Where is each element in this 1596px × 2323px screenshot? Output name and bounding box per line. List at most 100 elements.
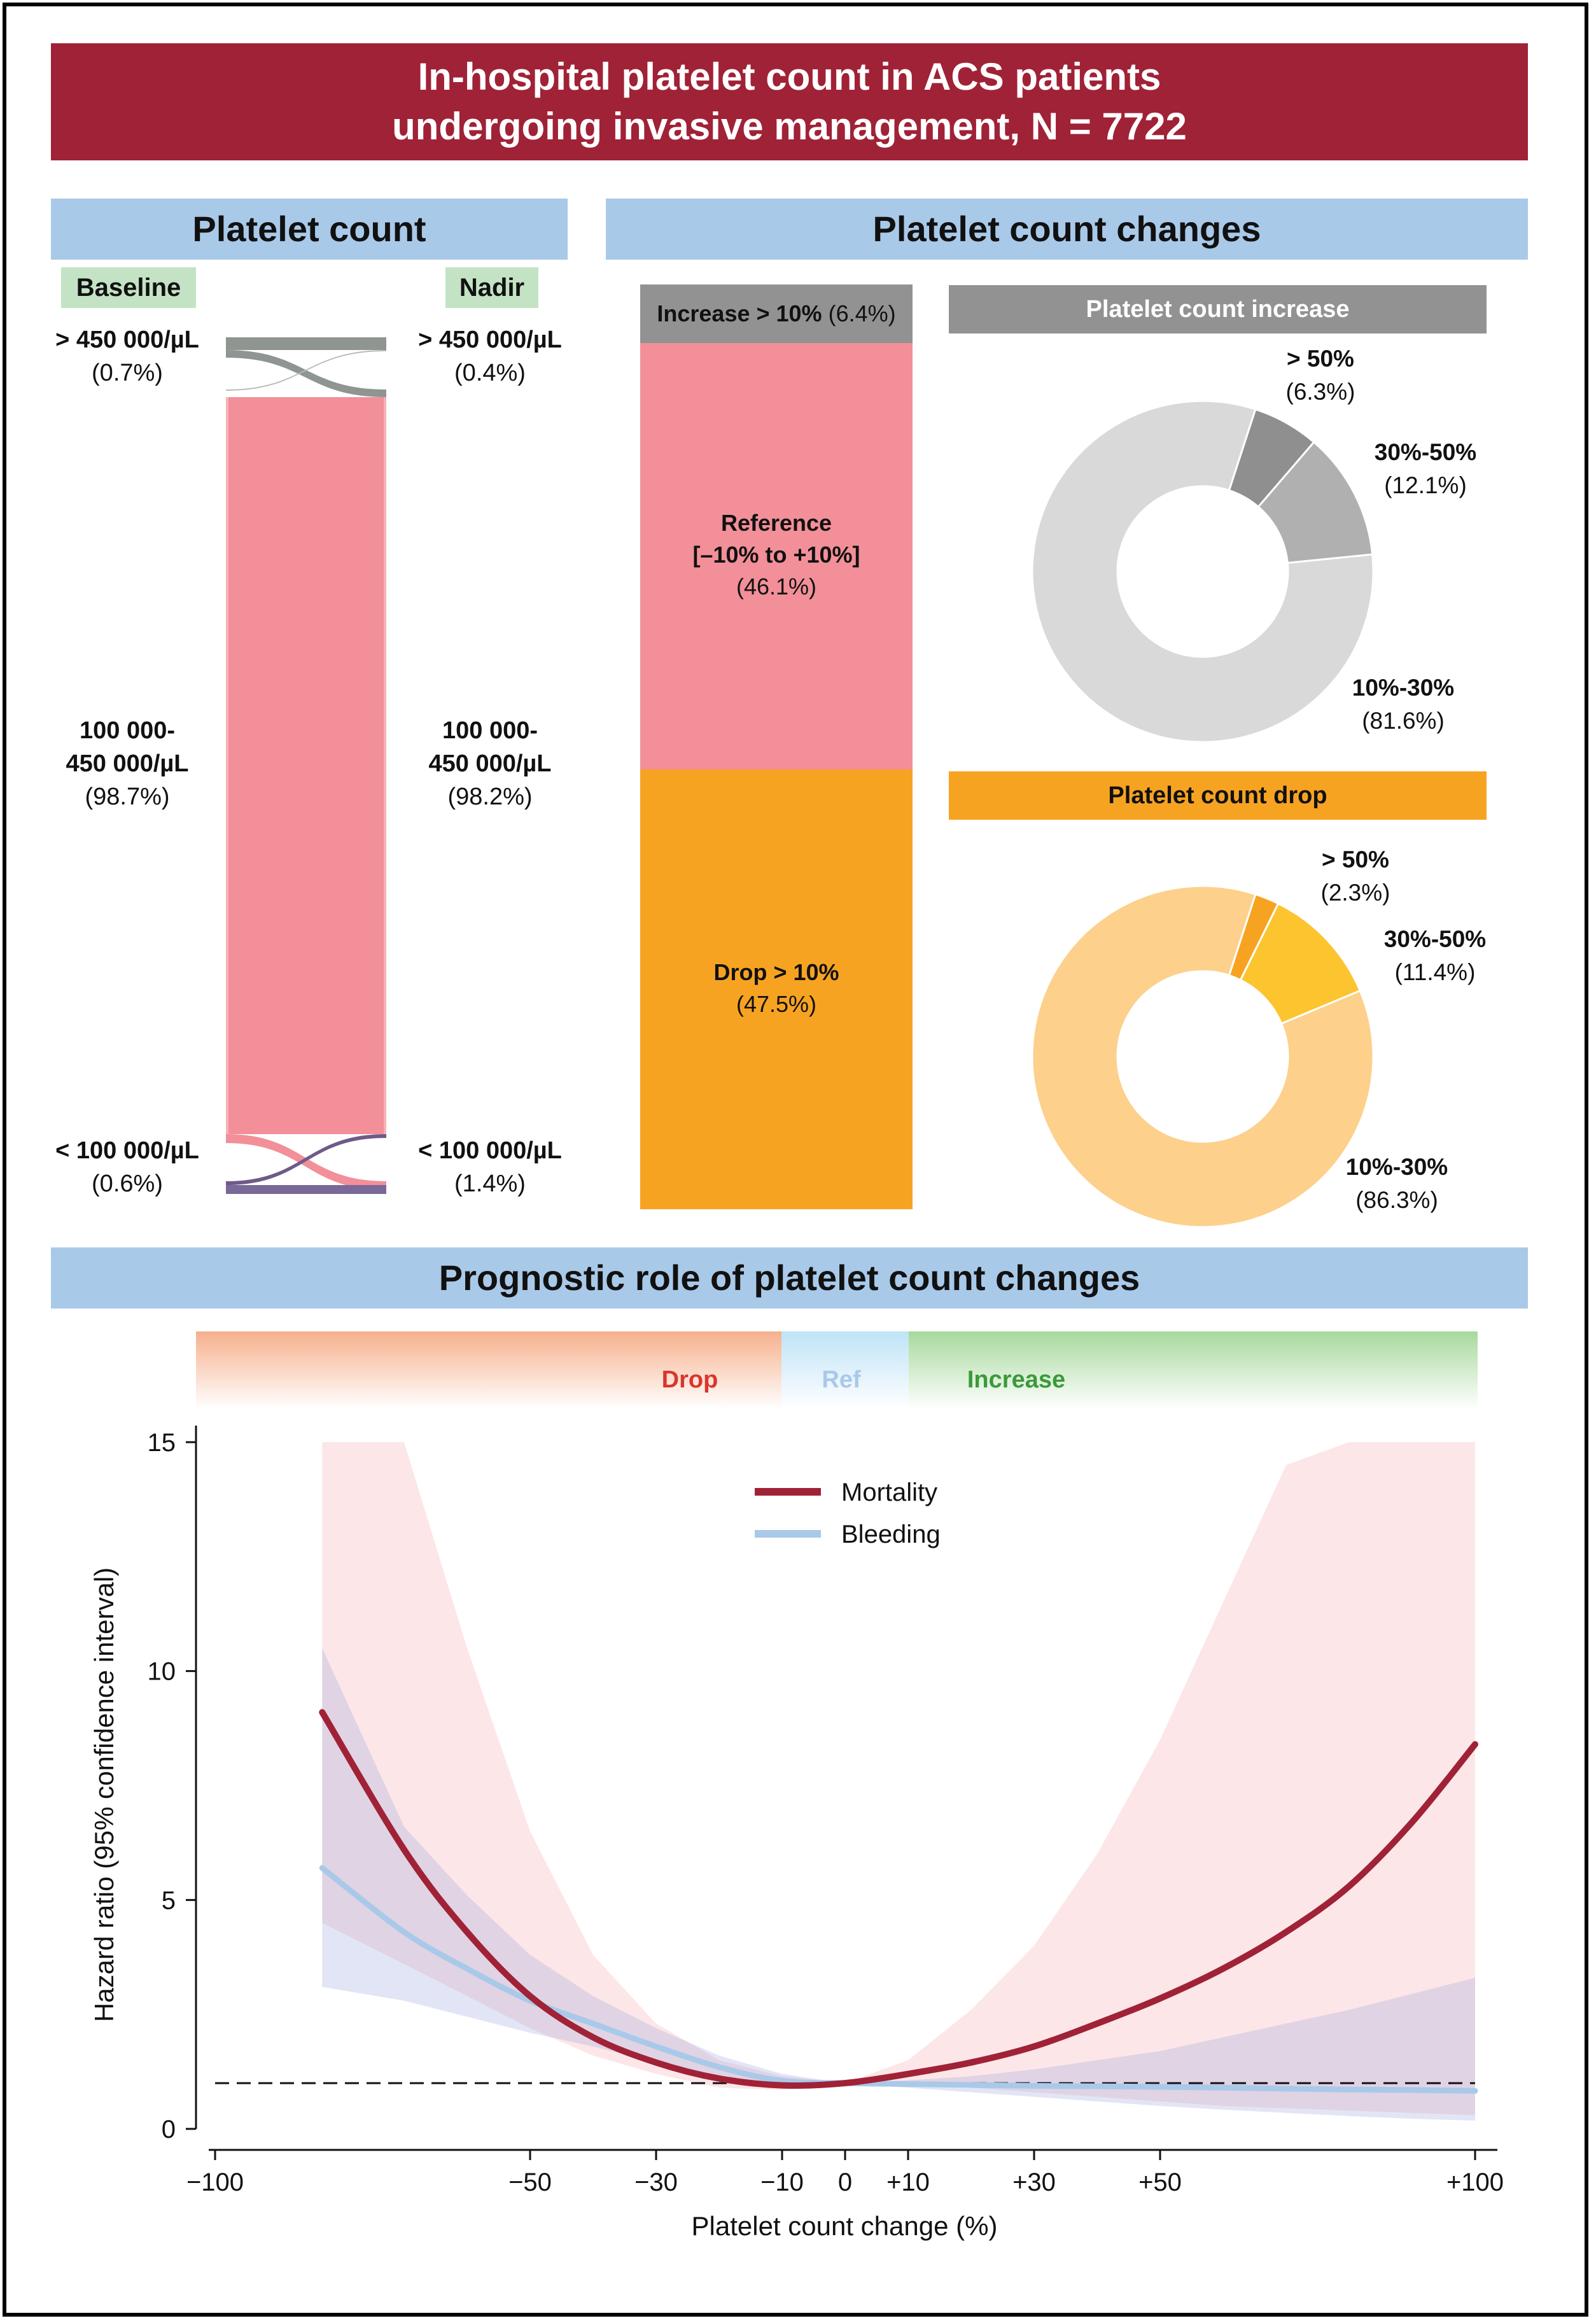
drop-donut-slice-2 bbox=[1031, 885, 1375, 1228]
y-tick-label: 10 bbox=[148, 1658, 176, 1686]
y-tick-label: 5 bbox=[162, 1886, 176, 1914]
drop-30-50-label: 30%-50% (11.4%) bbox=[1359, 923, 1511, 989]
sankey-normal-stay bbox=[226, 397, 386, 1134]
x-tick-label: +10 bbox=[886, 2168, 930, 2196]
nadir-low-pct: (1.4%) bbox=[454, 1170, 526, 1197]
baseline-normal-range-2: 450 000/µL bbox=[66, 750, 189, 777]
nadir-high-range: > 450 000/µL bbox=[418, 326, 562, 353]
y-tick-label: 15 bbox=[148, 1429, 176, 1457]
stack-increase-segment: Increase > 10% (6.4%) bbox=[640, 284, 913, 343]
inc-30-50-range: 30%-50% bbox=[1374, 439, 1477, 465]
zone-ref-label: Ref bbox=[822, 1366, 861, 1393]
inc-gt50-pct: (6.3%) bbox=[1285, 379, 1355, 405]
sankey-normal-edge-right bbox=[384, 397, 386, 1134]
nadir-normal-range-1: 100 000- bbox=[442, 717, 538, 744]
nadir-low-label: < 100 000/µL (1.4%) bbox=[382, 1134, 598, 1200]
zone-increase-band bbox=[909, 1331, 1478, 1409]
baseline-normal-label: 100 000- 450 000/µL (98.7%) bbox=[19, 714, 235, 813]
sankey-low-stay bbox=[226, 1185, 386, 1194]
inc-10-30-label: 10%-30% (81.6%) bbox=[1327, 671, 1480, 738]
figure-frame bbox=[3, 3, 1588, 2317]
stack-reference-pct: (46.1%) bbox=[736, 573, 817, 600]
hazard-curves bbox=[215, 1709, 1478, 2094]
y-axis-label: Hazard ratio (95% confidence interval) bbox=[89, 1568, 119, 2022]
stack-reference-label-1: Reference bbox=[720, 510, 832, 536]
prognostic-header: Prognostic role of platelet count change… bbox=[51, 1247, 1528, 1309]
inc-10-30-range: 10%-30% bbox=[1352, 675, 1455, 701]
sankey-normal-to-low bbox=[226, 1134, 386, 1190]
nadir-normal-label: 100 000- 450 000/µL (98.2%) bbox=[382, 714, 598, 813]
x-axis-label: Platelet count change (%) bbox=[692, 2211, 998, 2241]
zone-drop-label: Drop bbox=[662, 1366, 718, 1393]
baseline-high-range: > 450 000/µL bbox=[55, 326, 199, 353]
drop-donut-title: Platelet count drop bbox=[949, 771, 1487, 820]
sankey-high-stay bbox=[226, 337, 386, 350]
nadir-low-range: < 100 000/µL bbox=[418, 1137, 562, 1164]
increase-donut bbox=[1031, 400, 1375, 743]
baseline-low-label: < 100 000/µL (0.6%) bbox=[19, 1134, 235, 1200]
title-line-1: In-hospital platelet count in ACS patien… bbox=[417, 55, 1161, 98]
zone-strip: Drop Ref Increase bbox=[196, 1331, 1478, 1409]
zone-increase-label: Increase bbox=[967, 1366, 1065, 1393]
nadir-normal-range-2: 450 000/µL bbox=[428, 750, 552, 777]
chart-legend: Mortality Bleeding bbox=[755, 1478, 941, 1548]
x-tick-label: −30 bbox=[634, 2168, 678, 2196]
zone-ref-band bbox=[781, 1331, 909, 1409]
bleeding-ci-band bbox=[322, 1648, 1475, 2121]
drop-gt50-label: > 50% (2.3%) bbox=[1282, 843, 1429, 909]
platelet-count-header: Platelet count bbox=[51, 199, 568, 260]
stack-increase-pct: (6.4%) bbox=[828, 300, 896, 326]
y-tick-label: 0 bbox=[162, 2116, 176, 2144]
x-tick-label: −50 bbox=[508, 2168, 552, 2196]
x-tick-label: −10 bbox=[760, 2168, 804, 2196]
inc-10-30-pct: (81.6%) bbox=[1362, 708, 1445, 734]
stack-increase-label: Increase > 10% bbox=[657, 300, 822, 326]
nadir-normal-pct: (98.2%) bbox=[447, 783, 533, 810]
nadir-tag: Nadir bbox=[445, 267, 538, 308]
x-tick-label: +100 bbox=[1446, 2168, 1504, 2196]
stack-drop-label: Drop > 10% bbox=[713, 959, 839, 985]
x-tick-label: +50 bbox=[1138, 2168, 1182, 2196]
drop-10-30-pct: (86.3%) bbox=[1355, 1187, 1438, 1213]
drop-donut bbox=[1031, 885, 1375, 1228]
nadir-high-label: > 450 000/µL (0.4%) bbox=[382, 323, 598, 390]
mortality-legend-label: Mortality bbox=[841, 1478, 937, 1506]
drop-30-50-pct: (11.4%) bbox=[1394, 959, 1476, 985]
drop-10-30-label: 10%-30% (86.3%) bbox=[1320, 1151, 1473, 1217]
stack-reference-segment: Reference [–10% to +10%] (46.1%) bbox=[640, 343, 913, 769]
zone-drop-band bbox=[196, 1331, 781, 1409]
inc-30-50-label: 30%-50% (12.1%) bbox=[1349, 436, 1502, 502]
baseline-high-label: > 450 000/µL (0.7%) bbox=[19, 323, 235, 390]
baseline-high-pct: (0.7%) bbox=[92, 360, 163, 386]
baseline-low-pct: (0.6%) bbox=[92, 1170, 163, 1197]
drop-gt50-range: > 50% bbox=[1322, 846, 1389, 873]
sankey-normal-edge-left bbox=[226, 397, 228, 1134]
x-tick-label: 0 bbox=[838, 2168, 852, 2196]
mortality-curve bbox=[319, 1709, 1478, 2089]
title-line-2: undergoing invasive management, N = 7722 bbox=[392, 105, 1187, 148]
bleeding-legend-label: Bleeding bbox=[841, 1520, 941, 1548]
drop-10-30-range: 10%-30% bbox=[1345, 1154, 1448, 1180]
drop-30-50-range: 30%-50% bbox=[1383, 926, 1487, 952]
mortality-ci-band bbox=[322, 1442, 1475, 2116]
stack-drop-pct: (47.5%) bbox=[736, 991, 817, 1017]
platelet-count-changes-header: Platelet count changes bbox=[606, 199, 1528, 260]
nadir-high-pct: (0.4%) bbox=[454, 360, 526, 386]
title-banner: In-hospital platelet count in ACS patien… bbox=[51, 43, 1528, 160]
x-tick-label: −100 bbox=[186, 2168, 244, 2196]
stack-reference-label-2: [–10% to +10%] bbox=[692, 542, 860, 568]
increase-donut-title: Platelet count increase bbox=[949, 285, 1487, 333]
drop-gt50-pct: (2.3%) bbox=[1320, 880, 1390, 906]
baseline-tag: Baseline bbox=[61, 267, 196, 308]
inc-30-50-pct: (12.1%) bbox=[1384, 472, 1467, 498]
inc-gt50-range: > 50% bbox=[1287, 346, 1354, 372]
drop-donut-slice-1 bbox=[1239, 902, 1362, 1025]
stack-drop-segment: Drop > 10% (47.5%) bbox=[640, 769, 913, 1209]
sankey-normal-to-high bbox=[226, 350, 386, 391]
inc-gt50-label: > 50% (6.3%) bbox=[1247, 342, 1394, 409]
baseline-low-range: < 100 000/µL bbox=[55, 1137, 199, 1164]
sankey-low-to-normal bbox=[226, 1134, 386, 1185]
